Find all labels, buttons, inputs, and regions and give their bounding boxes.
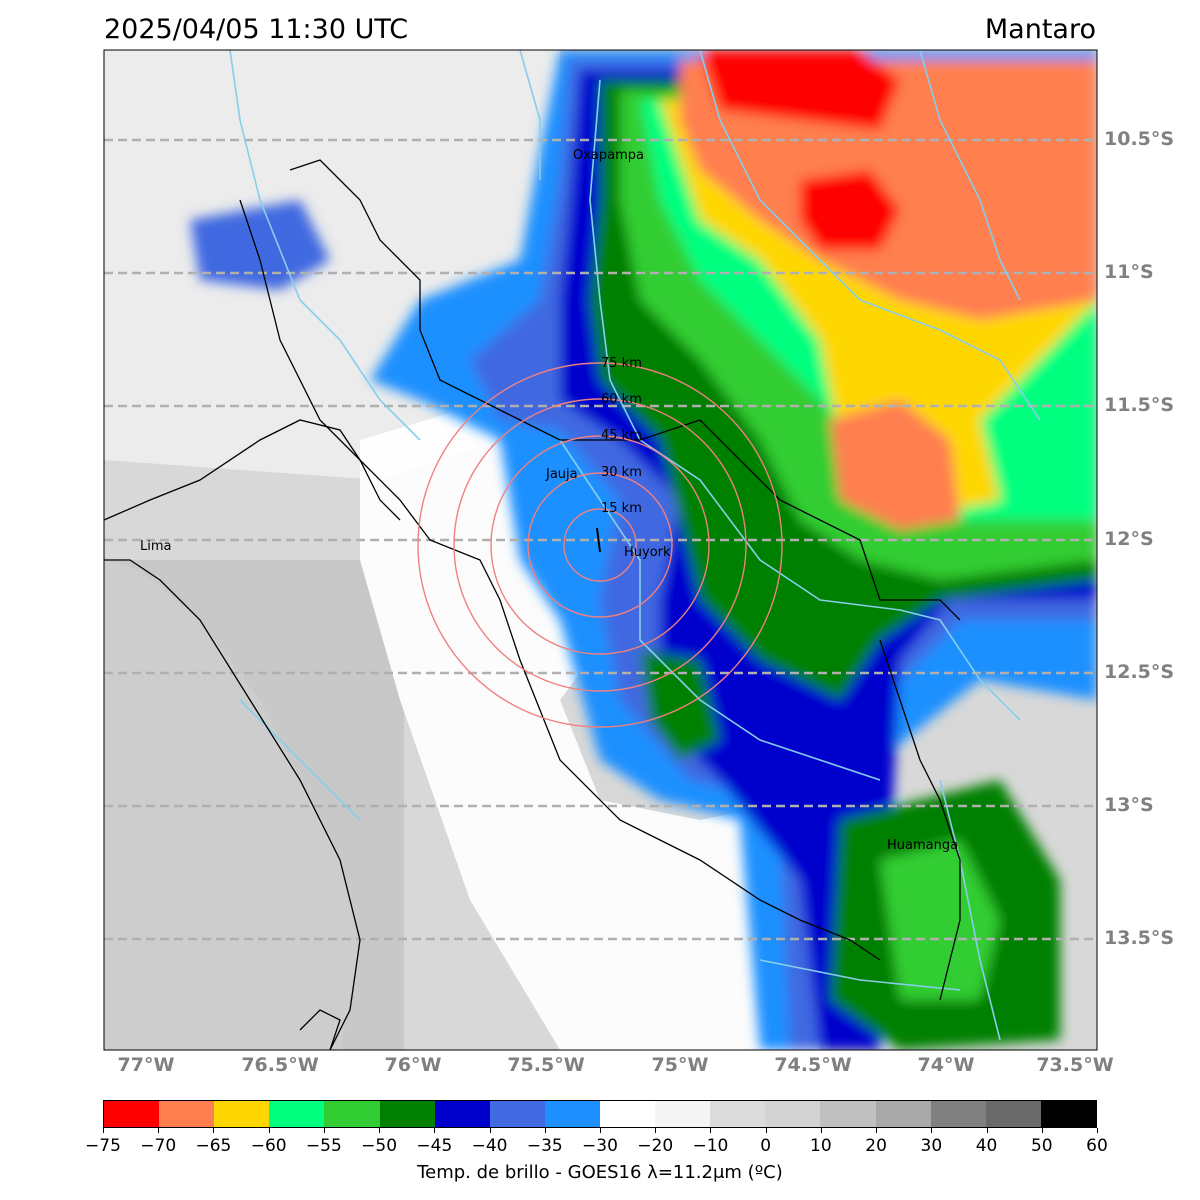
cloud-coral	[680, 60, 1097, 320]
colorbar-tickmark	[710, 1128, 712, 1133]
range-rings	[417, 362, 783, 728]
colorbar-swatch	[214, 1101, 270, 1127]
borders	[104, 159, 961, 1050]
place-label: Jauja	[546, 467, 578, 482]
colorbar-swatch	[269, 1101, 325, 1127]
colorbar-swatch	[930, 1101, 986, 1127]
cloud-red-north	[700, 50, 900, 130]
colorbar-tick-label: 50	[1030, 1136, 1053, 1156]
range-ring-label: 15 km	[601, 501, 642, 516]
colorbar-tickmark	[323, 1128, 325, 1133]
colorbar-tick-label: 20	[865, 1136, 887, 1156]
colorbar-tick-label: 60	[1086, 1136, 1108, 1156]
colorbar-tick-label: −20	[637, 1136, 674, 1156]
cloud-coral-south	[830, 400, 960, 530]
colorbar-swatch	[159, 1101, 215, 1127]
colorbar-tick-label: −75	[85, 1136, 121, 1156]
colorbar-tickmark	[600, 1128, 601, 1133]
colorbar-tickmark	[765, 1128, 767, 1133]
colorbar-swatch	[489, 1101, 545, 1127]
place-label: Huamanga	[887, 838, 959, 853]
cloud-layers	[190, 50, 1097, 1050]
place-label: Lima	[140, 539, 172, 554]
colorbar-tickmark	[434, 1128, 436, 1133]
lat-label: 13°S	[1104, 794, 1154, 816]
colorbar-swatch	[104, 1101, 160, 1127]
colorbar-tick-label: −45	[416, 1136, 453, 1156]
colorbar-tick-label: 40	[975, 1136, 998, 1156]
colorbar-tick-label: −10	[692, 1136, 729, 1156]
colorbar-tickmark	[655, 1128, 657, 1133]
range-ring-label: 75 km	[601, 356, 642, 371]
colorbar-tick-label: −70	[140, 1136, 177, 1156]
colorbar-tick-label: −30	[582, 1136, 618, 1156]
colorbar-tickmark	[213, 1128, 215, 1133]
colorbar-swatch	[599, 1101, 656, 1127]
lat-label: 12°S	[1104, 528, 1154, 550]
colorbar-tickmark	[103, 1128, 104, 1133]
colorbar-tickmark	[1097, 1128, 1098, 1133]
colorbar-swatch	[1040, 1101, 1096, 1127]
colorbar-tickmark	[379, 1128, 381, 1133]
cloud-red-center	[800, 170, 900, 250]
colorbar-tickmark	[489, 1128, 491, 1133]
range-ring-label: 45 km	[601, 428, 642, 443]
radar-marker	[596, 527, 601, 553]
range-ring-label: 30 km	[601, 465, 642, 480]
lat-gridlines	[104, 138, 1097, 941]
colorbar-swatch	[985, 1101, 1041, 1127]
colorbar-tick-label: 10	[810, 1136, 832, 1156]
map-title: 2025/04/05 11:30 UTC	[104, 14, 409, 45]
lon-label: 76°W	[384, 1054, 442, 1076]
lon-label: 75.5°W	[507, 1054, 585, 1076]
lat-label: 11.5°S	[1104, 394, 1175, 416]
map-frame	[103, 49, 1098, 1051]
cloud-blue-northwest	[190, 200, 330, 290]
lat-label: 12.5°S	[1104, 661, 1175, 683]
place-label: Oxapampa	[573, 148, 644, 163]
colorbar-tickmark	[1041, 1128, 1043, 1133]
colorbar-swatch	[544, 1101, 600, 1127]
cloud-green-south-inner	[880, 840, 1000, 1000]
colorbar-tickmark	[158, 1128, 160, 1133]
colorbar-label: Temp. de brillo - GOES16 λ=11.2μm (ºC)	[417, 1162, 783, 1183]
colorbar-swatch	[434, 1101, 490, 1127]
colorbar-tickmark	[876, 1128, 878, 1133]
place-label: Huyork	[624, 545, 671, 560]
lat-label: 10.5°S	[1104, 128, 1175, 150]
lat-label: 11°S	[1104, 261, 1154, 283]
colorbar-swatch	[875, 1101, 931, 1127]
lon-label: 74.5°W	[774, 1054, 852, 1076]
colorbar-tickmark	[820, 1128, 822, 1133]
lon-label: 74°W	[917, 1054, 975, 1076]
colorbar-swatch	[655, 1101, 711, 1127]
colorbar-tick-label: 0	[760, 1136, 772, 1156]
colorbar-tick-label: −65	[195, 1136, 232, 1156]
colorbar-tick-label: −55	[305, 1136, 342, 1156]
lon-label: 77°W	[117, 1054, 175, 1076]
colorbar-tick-label: 30	[920, 1136, 943, 1156]
colorbar	[103, 1100, 1097, 1128]
colorbar-tick-label: −50	[361, 1136, 398, 1156]
colorbar-tick-label: −60	[250, 1136, 287, 1156]
colorbar-swatch	[324, 1101, 380, 1127]
colorbar-swatch	[765, 1101, 821, 1127]
white-region	[360, 380, 820, 1050]
lon-label: 75°W	[651, 1054, 709, 1076]
lon-label: 73.5°W	[1036, 1054, 1114, 1076]
lat-label: 13.5°S	[1104, 927, 1175, 949]
colorbar-swatch	[820, 1101, 876, 1127]
colorbar-tick-label: −35	[526, 1136, 563, 1156]
region-name: Mantaro	[984, 14, 1096, 45]
colorbar-tickmark	[931, 1128, 933, 1133]
range-ring-label: 60 km	[601, 392, 642, 407]
colorbar-swatch	[379, 1101, 435, 1127]
colorbar-swatch	[710, 1101, 766, 1127]
lon-label: 76.5°W	[241, 1054, 319, 1076]
colorbar-tickmark	[544, 1128, 546, 1133]
colorbar-tickmark	[986, 1128, 988, 1133]
colorbar-tick-label: −40	[471, 1136, 508, 1156]
colorbar-tickmark	[268, 1128, 270, 1133]
